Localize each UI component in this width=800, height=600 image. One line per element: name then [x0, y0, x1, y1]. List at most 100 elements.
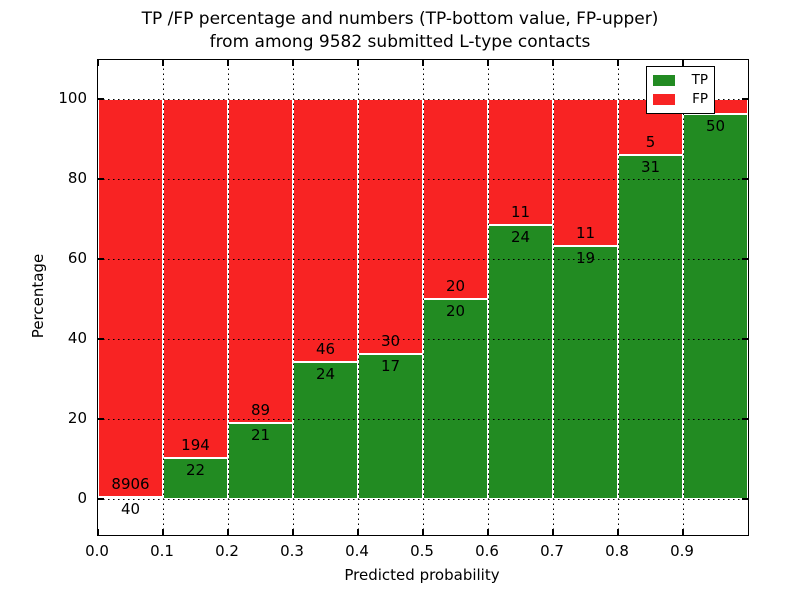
x-tick-mark — [97, 60, 99, 66]
x-tick-mark — [97, 529, 99, 535]
y-tick-mark — [742, 178, 748, 180]
y-tick-label: 60 — [67, 249, 87, 267]
y-tick-mark — [742, 418, 748, 420]
bar-segment-fp — [293, 99, 358, 362]
bar-segment-tp — [293, 361, 358, 499]
fp-count-label: 11 — [575, 223, 596, 242]
fp-count-label: 194 — [181, 436, 210, 455]
tp-count-label: 24 — [510, 227, 531, 246]
legend-item-fp: FP — [653, 90, 708, 107]
x-tick-mark — [227, 60, 229, 66]
x-tick-mark — [227, 529, 229, 535]
bar-segment-tp — [488, 224, 553, 499]
bar-labels-layer: 8906 40 194 22 89 21 46 24 30 17 20 20 11 24 11 19 5 31 50 — [98, 60, 748, 535]
ticks-layer — [97, 60, 748, 535]
y-tick-mark — [742, 338, 748, 340]
y-tick-mark — [742, 498, 748, 500]
fp-count-label: 20 — [445, 277, 466, 295]
bar-segment-fp — [358, 99, 423, 355]
tp-color-swatch — [653, 75, 675, 87]
v-gridline — [422, 60, 424, 535]
x-tick-mark — [162, 60, 164, 66]
y-tick-mark — [98, 418, 104, 420]
tp-count-label: 31 — [640, 157, 661, 176]
x-tick-mark — [357, 60, 359, 66]
y-tick-label: 0 — [77, 489, 87, 507]
x-tick-label: 0.5 — [410, 542, 434, 560]
plot-area: 8906 40 194 22 89 21 46 24 30 17 20 20 11 24 11 19 5 31 50… — [97, 59, 749, 536]
legend: TP FP — [646, 66, 715, 114]
y-tick-label: 20 — [67, 409, 87, 427]
tp-count-label: 17 — [380, 357, 401, 376]
bar-segment-fp — [98, 99, 163, 498]
tp-count-label: 21 — [250, 425, 271, 444]
x-tick-mark — [357, 529, 359, 535]
legend-label-tp: TP — [691, 72, 708, 88]
y-tick-mark — [98, 258, 104, 260]
y-tick-mark — [98, 498, 104, 500]
fp-count-label: 5 — [645, 132, 656, 151]
x-tick-mark — [487, 60, 489, 66]
x-tick-label: 0.7 — [540, 542, 564, 560]
x-tick-mark — [292, 529, 294, 535]
chart-title-line1: TP /FP percentage and numbers (TP-bottom… — [141, 9, 659, 29]
x-tick-label: 0.4 — [345, 542, 369, 560]
x-tick-label: 0.1 — [150, 542, 174, 560]
tp-count-label: 22 — [185, 461, 206, 480]
chart-title: TP /FP percentage and numbers (TP-bottom… — [75, 8, 725, 55]
tp-count-label: 19 — [575, 248, 596, 267]
y-tick-label: 40 — [67, 329, 87, 347]
tp-count-label: 24 — [315, 364, 336, 383]
x-tick-label: 0.6 — [475, 542, 499, 560]
y-tick-label: 80 — [67, 169, 87, 187]
v-gridline — [162, 60, 164, 535]
bar-segment-tp — [423, 299, 488, 499]
fp-count-label: 46 — [315, 339, 336, 358]
bar-segment-fp — [553, 99, 618, 246]
y-tick-mark — [98, 98, 104, 100]
x-tick-mark — [422, 529, 424, 535]
x-tick-mark — [682, 60, 684, 66]
v-gridline — [552, 60, 554, 535]
bar-segment-tp — [358, 354, 423, 499]
legend-item-tp: TP — [653, 72, 708, 88]
fp-color-swatch — [653, 93, 675, 105]
bar-segment-fp — [488, 99, 553, 225]
tp-count-label: 40 — [120, 500, 141, 519]
x-axis-label: Predicted probability — [344, 566, 500, 584]
x-tick-mark — [617, 60, 619, 66]
x-tick-label: 0.8 — [605, 542, 629, 560]
y-tick-mark — [98, 178, 104, 180]
tp-count-label: 50 — [705, 117, 726, 136]
y-tick-label: 100 — [58, 89, 87, 107]
bar-segment-fp — [423, 99, 488, 299]
grid-layer — [98, 60, 748, 535]
bar-segment-tp — [683, 114, 748, 499]
bar-segment-tp — [553, 245, 618, 499]
x-tick-label: 0.0 — [85, 542, 109, 560]
fp-count-label: 30 — [380, 332, 401, 351]
y-tick-mark — [98, 338, 104, 340]
bar-segment-fp — [163, 99, 228, 459]
v-gridline — [357, 60, 359, 535]
x-tick-label: 0.9 — [670, 542, 694, 560]
fp-count-label: 8906 — [111, 475, 150, 494]
v-gridline — [292, 60, 294, 535]
x-tick-mark — [162, 529, 164, 535]
fp-count-label: 89 — [250, 400, 271, 419]
fp-count-label: 11 — [510, 202, 531, 221]
bar-segment-tp — [228, 422, 293, 499]
x-tick-mark — [552, 529, 554, 535]
x-tick-mark — [682, 529, 684, 535]
v-gridline — [682, 60, 684, 535]
v-gridline — [617, 60, 619, 535]
legend-label-fp: FP — [692, 90, 708, 107]
x-tick-mark — [552, 60, 554, 66]
x-tick-mark — [487, 529, 489, 535]
chart-title-line2: from among 9582 submitted L-type contact… — [209, 32, 591, 53]
y-axis-label: Percentage — [29, 253, 47, 339]
x-tick-mark — [292, 60, 294, 66]
tp-count-label: 20 — [445, 302, 466, 320]
x-tick-label: 0.3 — [280, 542, 304, 560]
